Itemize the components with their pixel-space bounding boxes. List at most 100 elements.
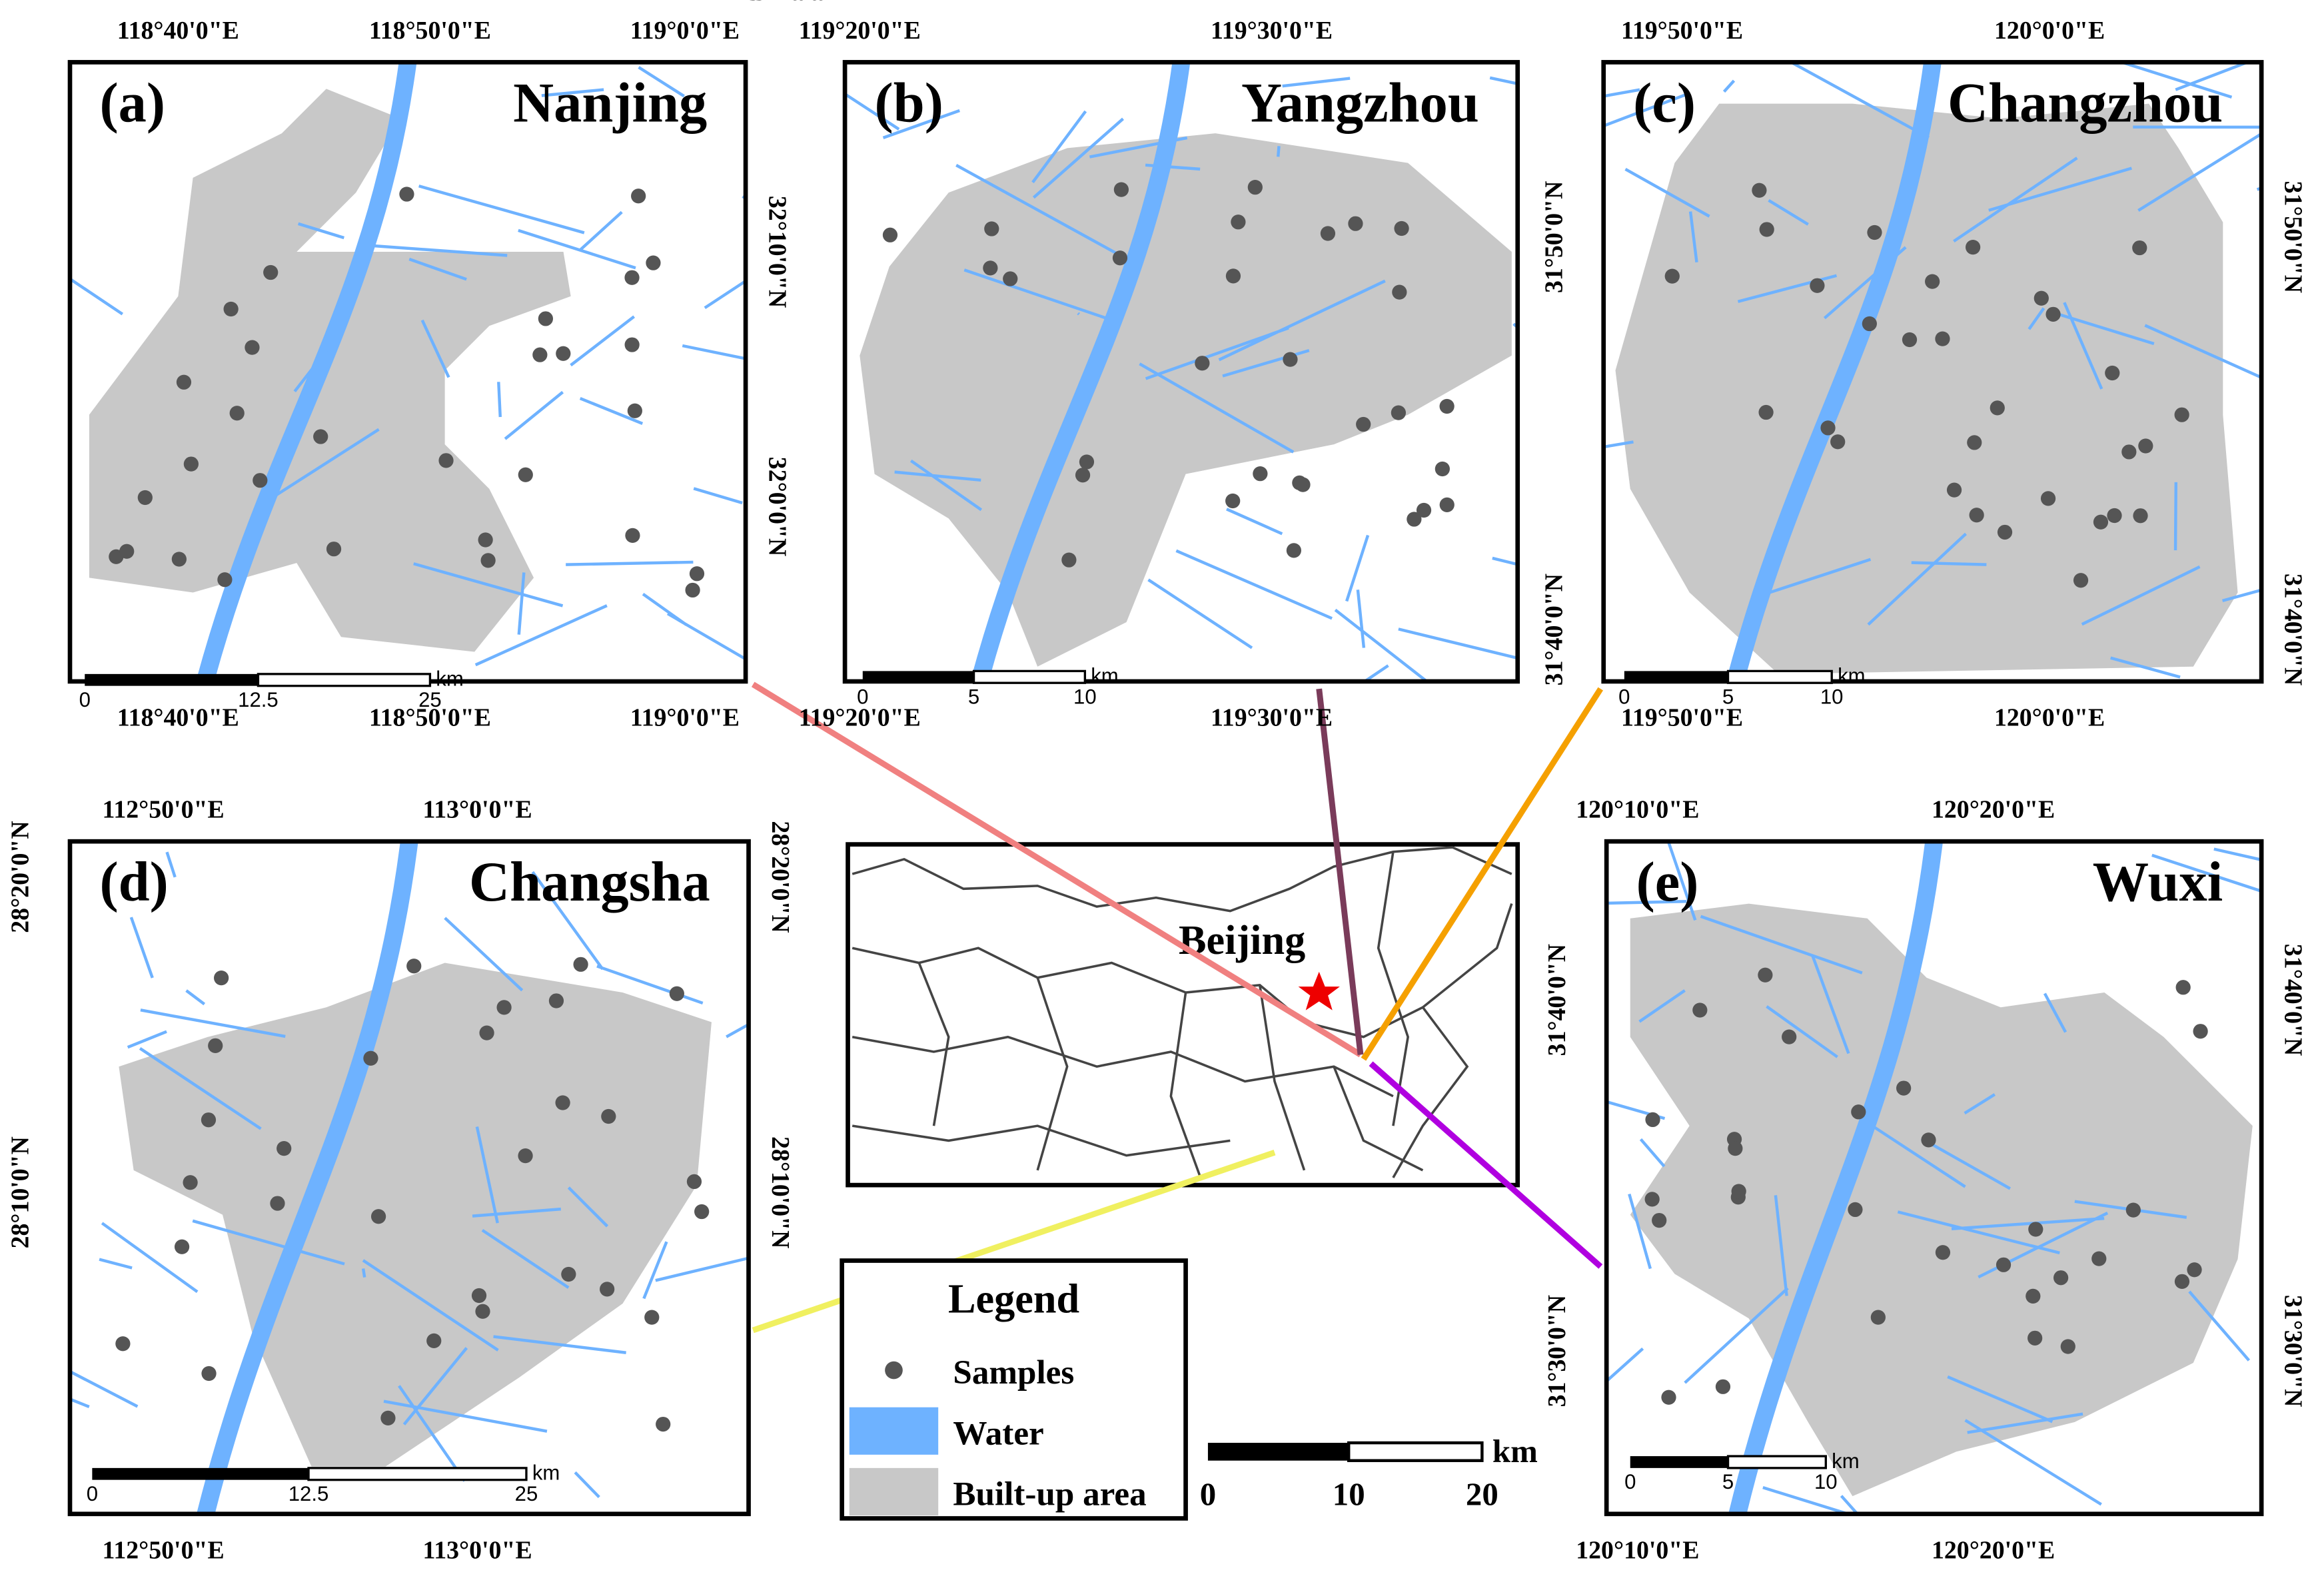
sample-point: [556, 346, 571, 361]
sample-point: [223, 301, 239, 317]
scale-unit: km: [1838, 664, 1866, 687]
sample-point: [1645, 1112, 1660, 1128]
sample-point: [2125, 1202, 2141, 1218]
river: [196, 62, 417, 681]
sample-point: [2133, 508, 2148, 524]
sample-point: [478, 532, 493, 548]
sample-point: [380, 1410, 396, 1425]
legend-symbol: [885, 1361, 903, 1380]
map-content: [1606, 841, 2262, 1514]
sample-point: [2026, 1288, 2041, 1304]
sample-point: [1810, 278, 1825, 293]
sample-point: [548, 993, 564, 1008]
sample-point: [1231, 214, 1246, 230]
scale-label: 0: [79, 688, 91, 711]
sample-point: [1782, 1029, 1797, 1044]
scale-bar: [862, 671, 974, 683]
sample-point: [1644, 1192, 1660, 1207]
coord-label: 31°50'0"N: [2279, 181, 2307, 293]
sample-point: [1902, 332, 1918, 348]
water-network: [69, 851, 749, 1499]
sample-point: [1075, 468, 1091, 483]
sample-point: [326, 542, 342, 557]
coord-label: 113°0'0"E: [422, 796, 532, 824]
sample-point: [1286, 543, 1302, 558]
sample-point: [538, 311, 554, 326]
sample-point: [1728, 1140, 1743, 1156]
sample-point: [1394, 220, 1409, 236]
coord-label: 119°30'0"E: [1211, 17, 1333, 45]
sample-point: [1439, 497, 1454, 512]
sample-point: [1848, 1202, 1863, 1218]
sample-point: [176, 374, 192, 390]
sample-point: [644, 1310, 660, 1325]
built-up-area: [1615, 103, 2238, 674]
sample-point: [1990, 400, 2005, 416]
sample-point: [2107, 508, 2122, 524]
panel-title: Changzhou: [1948, 72, 2223, 134]
sample-point: [1348, 216, 1363, 231]
sample-point: [2174, 407, 2189, 422]
scale-unit: km: [532, 1461, 560, 1485]
sample-point: [183, 1175, 198, 1190]
sample-point: [983, 260, 998, 276]
coord-label: 28°10'0"N: [7, 1136, 35, 1248]
scale-label: 12.5: [238, 688, 279, 711]
river: [1728, 841, 1943, 1514]
sample-point: [1946, 482, 1962, 498]
sample-point: [2174, 1274, 2190, 1289]
sample-point: [471, 1288, 487, 1304]
coord-label: 32°10'0"N: [764, 196, 792, 308]
sample-point: [1356, 416, 1371, 432]
sample-point: [1247, 180, 1263, 195]
scale-bar: [307, 1467, 528, 1481]
map-panel: (c) Changzhou 119°50'0"E 120°0'0"E 119°50'0"…: [1540, 17, 2307, 732]
sample-point: [1652, 1212, 1667, 1228]
panel-title: Changsha: [469, 851, 710, 913]
coord-label: 31°30'0"N: [1543, 1295, 1571, 1407]
coord-label: 32°0'0"N: [764, 457, 792, 557]
sample-point: [689, 566, 705, 582]
sample-point: [2028, 1222, 2043, 1237]
sample-point: [1896, 1080, 1912, 1096]
legend-title: Legend: [948, 1276, 1079, 1322]
sample-point: [1195, 356, 1210, 371]
sample-point: [1862, 316, 1877, 332]
sample-point: [201, 1112, 217, 1128]
scale-label: 0: [87, 1482, 98, 1505]
sample-point: [984, 221, 999, 236]
sample-point: [631, 189, 646, 204]
sample-point: [399, 187, 414, 202]
sample-point: [1731, 1184, 1746, 1199]
sample-point: [624, 270, 640, 285]
scale-label: 5: [1722, 1470, 1734, 1493]
coord-label: 119°30'0"E: [1211, 704, 1333, 732]
scale-bar: [85, 673, 259, 686]
sample-point: [438, 453, 454, 468]
sample-point: [208, 1038, 223, 1053]
sample-point: [2105, 365, 2120, 381]
coord-label: 31°40'0"N: [2279, 574, 2307, 685]
scale-label: 0: [1200, 1475, 1216, 1512]
sample-point: [253, 473, 268, 488]
panel-title: Wuxi: [2093, 851, 2223, 913]
sample-point: [217, 572, 233, 588]
sample-point: [561, 1266, 576, 1282]
coord-label: 119°50'0"E: [1621, 704, 1743, 732]
scale-bar: 0 10 20 km: [1200, 1433, 1538, 1512]
sample-point: [174, 1239, 190, 1254]
panel-title: Yangzhou: [1241, 72, 1479, 134]
scale-bar: [1726, 1455, 1827, 1469]
map-content: [845, 62, 1518, 681]
sample-point: [2175, 980, 2191, 995]
sample-point: [600, 1282, 615, 1297]
sample-point: [183, 456, 199, 472]
scale-label: 20: [1466, 1475, 1498, 1512]
sample-point: [2053, 1270, 2069, 1286]
sample-point: [1996, 1257, 2012, 1272]
coord-label: 118°40'0"E: [117, 17, 239, 45]
sample-point: [1997, 524, 2013, 540]
coord-label: 31°50'0"N: [1540, 181, 1568, 293]
coord-label: 28°10'0"N: [766, 1136, 794, 1248]
sample-point: [656, 1416, 671, 1432]
